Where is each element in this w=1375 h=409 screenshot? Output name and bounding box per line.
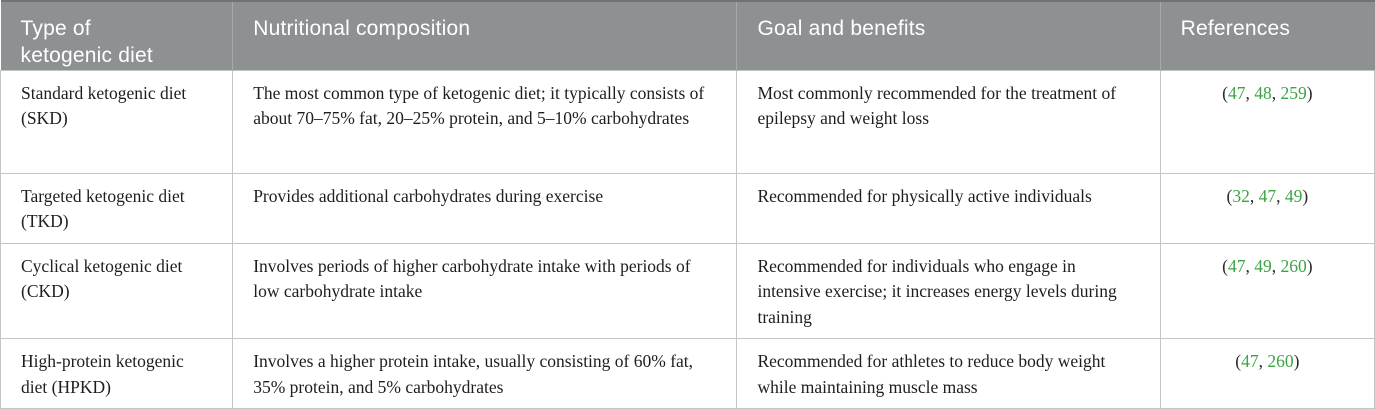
cell-nutritional-composition-text: Involves a higher protein intake, usuall…: [253, 351, 694, 397]
reference-paren-close: ): [1302, 185, 1309, 206]
cell-goal-benefits-text: Recommended for physically active indivi…: [757, 185, 1092, 206]
reference-paren-open: (: [1222, 82, 1228, 103]
column-header-label: Goal and benefits: [757, 17, 926, 40]
table-row: Standard ketogenic diet (SKD) The most co…: [0, 69, 1375, 174]
reference-separator: ,: [1271, 82, 1281, 103]
cell-references: (47, 49, 260): [1159, 242, 1375, 340]
cell-references: (32, 47, 49): [1159, 172, 1375, 244]
table-row: Targeted ketogenic diet (TKD) Provides ad…: [0, 172, 1375, 244]
reference-link[interactable]: 259: [1280, 82, 1307, 103]
reference-paren-open: (: [1222, 255, 1228, 276]
cell-nutritional-composition: Provides additional carbohydrates during…: [232, 172, 738, 244]
cell-diet-type-text: High-protein ketogenic diet (HPKD): [21, 351, 184, 397]
cell-goal-benefits-text: Most commonly recommended for the treatm…: [757, 82, 1117, 129]
reference-link[interactable]: 48: [1254, 82, 1272, 103]
column-header-nutritional-composition: Nutritional composition: [232, 0, 737, 71]
reference-link[interactable]: 32: [1232, 185, 1250, 206]
reference-paren-open: (: [1226, 185, 1233, 206]
column-header-label: Nutritional composition: [253, 17, 471, 40]
reference-paren-close: ): [1293, 351, 1300, 372]
cell-diet-type: Cyclical ketogenic diet (CKD): [0, 242, 234, 340]
cell-nutritional-composition-text: The most common type of ketogenic diet; …: [253, 82, 705, 129]
column-header-diet-type: Type of ketogenic diet: [0, 0, 233, 71]
cell-diet-type: Standard ketogenic diet (SKD): [0, 69, 234, 174]
cell-goal-benefits-text: Recommended for athletes to reduce body …: [757, 351, 1106, 397]
reference-link[interactable]: 49: [1254, 255, 1272, 276]
cell-diet-type: Targeted ketogenic diet (TKD): [0, 172, 234, 244]
reference-link[interactable]: 47: [1258, 185, 1277, 206]
cell-nutritional-composition: The most common type of ketogenic diet; …: [232, 69, 738, 174]
reference-separator: ,: [1249, 185, 1259, 206]
reference-paren-open: (: [1235, 351, 1242, 372]
table-body: Standard ketogenic diet (SKD) The most co…: [0, 69, 1375, 409]
cell-diet-type-text: Standard ketogenic diet (SKD): [21, 82, 187, 129]
header-row: Type of ketogenic diet Nutritional compos…: [0, 0, 1375, 71]
reference-link[interactable]: 260: [1280, 255, 1307, 276]
reference-link[interactable]: 260: [1267, 351, 1294, 372]
reference-link[interactable]: 47: [1241, 351, 1259, 372]
column-header-label: References: [1180, 17, 1291, 40]
table-row: High-protein ketogenic diet (HPKD) Involv…: [0, 338, 1375, 409]
cell-nutritional-composition-text: Involves periods of higher carbohydrate …: [253, 255, 691, 302]
cell-diet-type: High-protein ketogenic diet (HPKD): [0, 338, 234, 409]
cell-nutritional-composition-text: Provides additional carbohydrates during…: [253, 185, 604, 206]
reference-paren-close: ): [1306, 82, 1313, 103]
reference-separator: ,: [1271, 255, 1281, 276]
table-header: Type of ketogenic diet Nutritional compos…: [0, 0, 1375, 71]
column-header-label: Type of ketogenic diet: [20, 17, 153, 68]
reference-paren-close: ): [1306, 255, 1313, 276]
cell-goal-benefits: Recommended for individuals who engage i…: [736, 242, 1161, 340]
reference-separator: ,: [1245, 82, 1255, 103]
cell-nutritional-composition: Involves a higher protein intake, usuall…: [232, 338, 738, 409]
reference-separator: ,: [1258, 351, 1268, 372]
cell-diet-type-text: Targeted ketogenic diet (TKD): [21, 185, 185, 232]
cell-goal-benefits: Recommended for physically active indivi…: [736, 172, 1161, 244]
reference-separator: ,: [1276, 185, 1285, 206]
cell-diet-type-text: Cyclical ketogenic diet (CKD): [21, 255, 183, 302]
cell-nutritional-composition: Involves periods of higher carbohydrate …: [232, 242, 738, 340]
reference-separator: ,: [1245, 255, 1255, 276]
reference-link[interactable]: 49: [1284, 185, 1303, 206]
cell-goal-benefits-text: Recommended for individuals who engage i…: [757, 255, 1117, 327]
cell-goal-benefits: Most commonly recommended for the treatm…: [736, 69, 1161, 174]
cell-references: (47, 48, 259): [1159, 69, 1375, 174]
reference-link[interactable]: 47: [1227, 82, 1246, 103]
reference-link[interactable]: 47: [1227, 255, 1246, 276]
cell-references: (47, 260): [1159, 338, 1375, 409]
column-header-references: References: [1159, 0, 1375, 71]
cell-goal-benefits: Recommended for athletes to reduce body …: [736, 338, 1161, 409]
column-header-goal-benefits: Goal and benefits: [736, 0, 1161, 71]
table-row: Cyclical ketogenic diet (CKD) Involves pe…: [0, 242, 1375, 340]
